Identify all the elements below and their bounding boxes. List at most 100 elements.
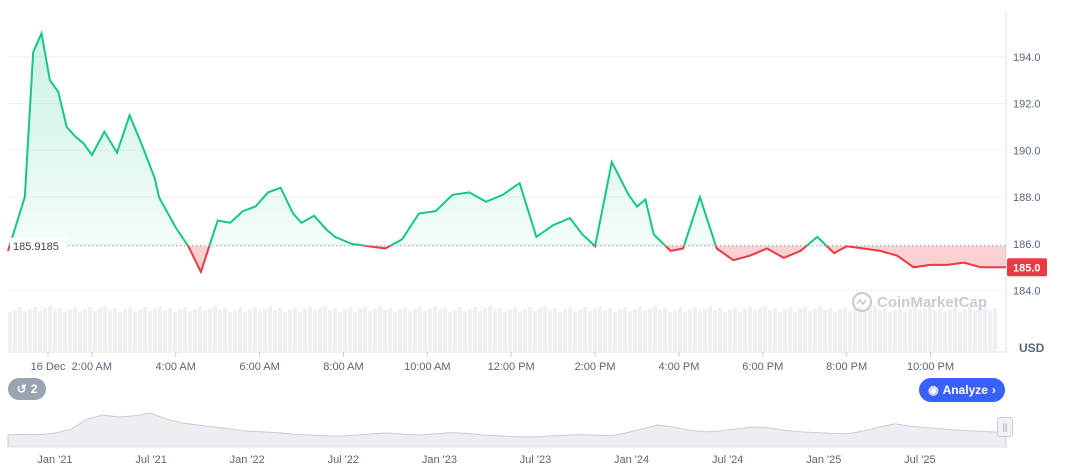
volume-bar xyxy=(173,312,178,352)
volume-bar xyxy=(403,307,408,352)
volume-bar xyxy=(428,308,433,352)
volume-bar xyxy=(348,307,353,352)
navigator-tick-label: Jul '22 xyxy=(328,454,359,466)
volume-bar xyxy=(943,312,948,352)
volume-bar xyxy=(518,311,523,352)
navigator-drag-handle[interactable]: || xyxy=(997,417,1013,437)
volume-bar xyxy=(958,311,963,352)
volume-bar xyxy=(408,311,413,352)
x-tick-label: 4:00 PM xyxy=(658,361,699,373)
volume-bar xyxy=(878,310,883,352)
volume-bar xyxy=(763,306,768,352)
volume-bar xyxy=(453,309,458,352)
navigator-tick-label: Jan '22 xyxy=(230,454,265,466)
volume-bar xyxy=(328,310,333,352)
volume-bar xyxy=(143,306,148,352)
navigator-tick-label: Jan '23 xyxy=(422,454,457,466)
volume-bar xyxy=(658,310,663,352)
volume-bars xyxy=(8,306,998,352)
volume-bar xyxy=(893,309,898,352)
x-tick-label: 6:00 AM xyxy=(239,361,279,373)
x-axis: 16 Dec 2:00 AM 4:00 AM 6:00 AM 8:00 AM 10:00 … xyxy=(31,352,954,373)
volume-bar xyxy=(8,312,13,352)
volume-bar xyxy=(903,311,908,352)
volume-bar xyxy=(18,307,23,352)
volume-bar xyxy=(668,312,673,352)
price-line-above-reference xyxy=(8,30,851,246)
volume-bar xyxy=(938,307,943,352)
history-button[interactable]: ↺ 2 xyxy=(8,378,46,400)
volume-bar xyxy=(683,311,688,352)
x-tick-label: 16 Dec xyxy=(31,361,66,373)
volume-bar xyxy=(258,310,263,352)
volume-bar xyxy=(338,312,343,352)
volume-bar xyxy=(473,306,478,352)
volume-bar xyxy=(523,309,528,352)
currency-unit-label: USD xyxy=(1019,341,1045,355)
volume-bar xyxy=(573,311,578,352)
volume-bar xyxy=(913,306,918,352)
volume-bar xyxy=(968,306,973,352)
volume-bar xyxy=(713,310,718,352)
reference-label-background xyxy=(10,237,66,253)
coinmarketcap-logo-icon xyxy=(851,291,873,313)
volume-bar xyxy=(513,307,518,352)
volume-bar xyxy=(228,312,233,352)
volume-bar xyxy=(638,306,643,352)
volume-bar xyxy=(103,306,108,352)
volume-bar xyxy=(223,307,228,352)
volume-bar xyxy=(413,309,418,352)
volume-bar xyxy=(738,311,743,352)
volume-bar xyxy=(443,307,448,352)
volume-bar xyxy=(568,307,573,352)
volume-bar xyxy=(828,307,833,352)
volume-bar xyxy=(138,309,143,352)
volume-bar xyxy=(448,312,453,352)
volume-bar xyxy=(308,306,313,352)
volume-bar xyxy=(873,306,878,352)
y-tick-label: 184.0 xyxy=(1013,286,1041,298)
volume-bar xyxy=(23,311,28,352)
volume-bar xyxy=(593,308,598,352)
volume-bar xyxy=(283,312,288,352)
volume-bar xyxy=(313,310,318,352)
analyze-button[interactable]: ◉ Analyze › xyxy=(919,378,1005,402)
volume-bar xyxy=(838,309,843,352)
volume-bar xyxy=(823,310,828,352)
volume-bar xyxy=(818,306,823,352)
volume-bar xyxy=(933,310,938,352)
x-tick-label: 2:00 PM xyxy=(575,361,616,373)
area-above-reference xyxy=(8,33,1006,246)
volume-bar xyxy=(463,311,468,352)
volume-bar xyxy=(798,309,803,352)
volume-bar xyxy=(783,309,788,352)
volume-bar xyxy=(533,310,538,352)
range-navigator[interactable] xyxy=(7,412,1007,448)
navigator-tick-label: Jul '23 xyxy=(520,454,551,466)
volume-bar xyxy=(148,310,153,352)
x-tick-label: 4:00 AM xyxy=(156,361,196,373)
volume-bar xyxy=(358,309,363,352)
volume-bar xyxy=(583,306,588,352)
volume-bar xyxy=(433,306,438,352)
volume-bar xyxy=(293,307,298,352)
volume-bar xyxy=(193,309,198,352)
volume-bar xyxy=(608,307,613,352)
volume-bar xyxy=(398,309,403,352)
volume-bar xyxy=(303,309,308,352)
volume-bar xyxy=(213,306,218,352)
navigator-tick-label: Jul '24 xyxy=(712,454,743,466)
volume-bar xyxy=(558,312,563,352)
volume-bar xyxy=(723,312,728,352)
volume-bar xyxy=(743,309,748,352)
volume-bar xyxy=(703,308,708,352)
y-tick-label: 194.0 xyxy=(1013,52,1041,64)
volume-bar xyxy=(633,309,638,352)
volume-bar xyxy=(288,309,293,352)
volume-bar xyxy=(748,306,753,352)
volume-bar xyxy=(548,310,553,352)
volume-bar xyxy=(423,310,428,352)
grid-lines xyxy=(8,10,1007,353)
volume-bar xyxy=(53,310,58,352)
